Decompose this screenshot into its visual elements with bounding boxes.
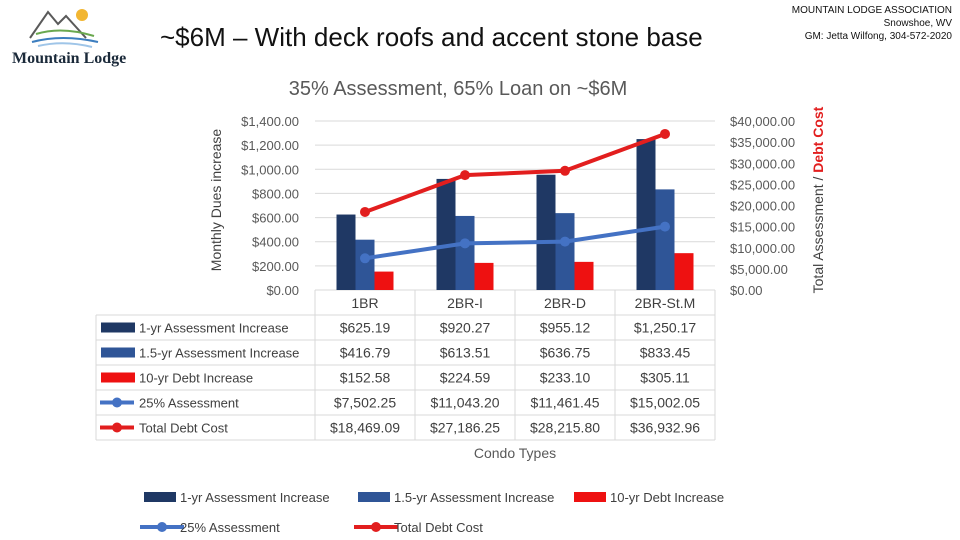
table-cell: $7,502.25 [334, 395, 396, 411]
y-axis-label: Monthly Dues increase [208, 129, 224, 272]
table-cell: $28,215.80 [530, 420, 600, 436]
y2-axis-label: Total Assessment / Debt Cost [810, 106, 826, 293]
table-cell: $613.51 [440, 345, 491, 361]
slide-title: ~$6M – With deck roofs and accent stone … [160, 22, 703, 52]
legend-key [101, 372, 135, 383]
legend-swatch [371, 522, 381, 532]
legend-label: Total Debt Cost [394, 520, 483, 535]
table-cell: $416.79 [340, 345, 391, 361]
table-row-label: 10-yr Debt Increase [139, 371, 253, 386]
table-cell: $1,250.17 [634, 320, 696, 336]
y2-tick-label: $10,000.00 [730, 241, 795, 256]
line-point [560, 165, 570, 176]
x-tick-label: 2BR-D [544, 295, 586, 311]
legend-key [112, 422, 122, 433]
table-cell: $152.58 [340, 370, 391, 386]
series-line [364, 224, 666, 261]
y2-tick-label: $30,000.00 [730, 156, 795, 171]
table-cell: $305.11 [640, 370, 690, 386]
table-row-label: Total Debt Cost [139, 421, 228, 436]
table-cell: $11,043.20 [430, 395, 499, 411]
y-tick-label: $800.00 [252, 186, 299, 201]
association-contact: GM: Jetta Wilfong, 304-572-2020 [804, 31, 952, 42]
y2-tick-label: $15,000.00 [730, 220, 795, 235]
y2-tick-label: $35,000.00 [730, 135, 795, 150]
bar [636, 139, 656, 290]
line-point [360, 253, 370, 264]
line-point [660, 221, 670, 232]
legend-swatch [358, 492, 390, 502]
y2-tick-label: $20,000.00 [730, 199, 795, 214]
table-cell: $636.75 [540, 345, 591, 361]
y-tick-label: $600.00 [252, 211, 299, 226]
chart-title: 35% Assessment, 65% Loan on ~$6M [289, 78, 628, 100]
mountain-logo-icon [29, 9, 99, 48]
line-point [460, 170, 470, 181]
bar [574, 261, 594, 290]
table-cell: $625.19 [340, 320, 391, 336]
x-axis-label: Condo Types [474, 445, 556, 461]
y2-label-part2: Debt Cost [810, 106, 826, 172]
y-tick-label: $1,200.00 [241, 138, 299, 153]
legend-swatch [144, 492, 176, 502]
legend-label: 1-yr Assessment Increase [180, 490, 330, 505]
series-line [364, 132, 666, 214]
association-name: MOUNTAIN LODGE ASSOCIATION [791, 5, 952, 16]
y-tick-label: $1,400.00 [241, 114, 299, 129]
table-cell: $36,932.96 [630, 420, 700, 436]
bar [674, 253, 694, 290]
bar [655, 189, 675, 290]
x-tick-label: 2BR-I [447, 295, 483, 311]
bar [336, 214, 356, 290]
bar [436, 178, 456, 290]
legend-label: 1.5-yr Assessment Increase [394, 490, 554, 505]
legend-key [101, 347, 135, 358]
bar [536, 174, 556, 290]
table-cell: $27,186.25 [430, 420, 500, 436]
y-tick-label: $0.00 [266, 283, 299, 298]
table-cell: $920.27 [440, 320, 491, 336]
legend-swatch [157, 522, 167, 532]
legend-key [112, 397, 122, 408]
legend-key [101, 322, 135, 333]
table-row-label: 1.5-yr Assessment Increase [139, 346, 299, 361]
table-cell: $224.59 [440, 370, 491, 386]
x-tick-label: 2BR-St.M [635, 295, 696, 311]
y2-tick-label: $0.00 [730, 283, 763, 298]
table-cell: $15,002.05 [630, 395, 700, 411]
table-cell: $833.45 [640, 345, 691, 361]
logo-text: Mountain Lodge [12, 50, 127, 67]
bar [455, 215, 475, 290]
table-cell: $18,469.09 [330, 420, 400, 436]
table-row-label: 1-yr Assessment Increase [139, 321, 289, 336]
mountain-lodge-logo: Mountain Lodge [6, 2, 132, 70]
line-point [460, 238, 470, 249]
bar [474, 262, 494, 290]
bar [374, 271, 394, 290]
table-cell: $955.12 [540, 320, 591, 336]
y-tick-label: $400.00 [252, 235, 299, 250]
y2-label-part1: Total Assessment / [810, 173, 826, 294]
y2-tick-label: $5,000.00 [730, 262, 788, 277]
association-location: Snowshoe, WV [883, 18, 952, 29]
table-row-label: 25% Assessment [139, 396, 239, 411]
table-cell: $233.10 [540, 370, 591, 386]
y2-tick-label: $40,000.00 [730, 114, 795, 129]
y-tick-label: $1,000.00 [241, 162, 299, 177]
line-point [360, 206, 370, 217]
bar [555, 213, 575, 290]
line-point [560, 236, 570, 247]
table-cell: $11,461.45 [530, 395, 599, 411]
y2-tick-label: $25,000.00 [730, 177, 795, 192]
bar [355, 239, 375, 290]
legend-swatch [574, 492, 606, 502]
line-point [660, 128, 670, 139]
association-info: MOUNTAIN LODGE ASSOCIATION Snowshoe, WV … [792, 4, 952, 43]
legend-label: 25% Assessment [180, 520, 280, 535]
x-tick-label: 1BR [351, 295, 378, 311]
y-tick-label: $200.00 [252, 259, 299, 274]
legend-label: 10-yr Debt Increase [610, 490, 724, 505]
